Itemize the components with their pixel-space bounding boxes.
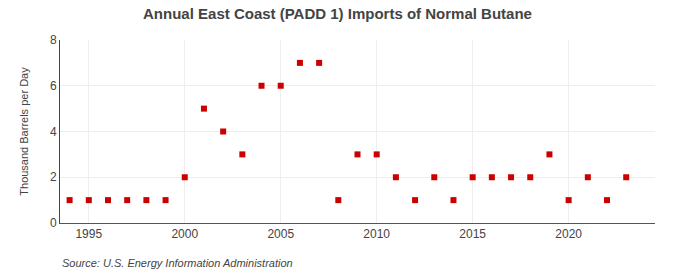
svg-text:Annual East Coast (PADD 1) Imp: Annual East Coast (PADD 1) Imports of No… <box>143 5 532 22</box>
svg-text:8: 8 <box>50 33 57 47</box>
svg-text:2005: 2005 <box>267 227 294 241</box>
svg-text:Source: U.S. Energy Informatio: Source: U.S. Energy Information Administ… <box>62 257 293 269</box>
svg-text:2020: 2020 <box>555 227 582 241</box>
svg-text:2: 2 <box>50 170 57 184</box>
svg-text:2000: 2000 <box>171 227 198 241</box>
svg-text:6: 6 <box>50 79 57 93</box>
svg-text:0: 0 <box>50 216 57 230</box>
svg-text:2015: 2015 <box>459 227 486 241</box>
svg-text:1995: 1995 <box>75 227 102 241</box>
svg-text:2010: 2010 <box>363 227 390 241</box>
svg-text:Thousand Barrels per Day: Thousand Barrels per Day <box>18 67 30 196</box>
svg-text:4: 4 <box>50 125 57 139</box>
